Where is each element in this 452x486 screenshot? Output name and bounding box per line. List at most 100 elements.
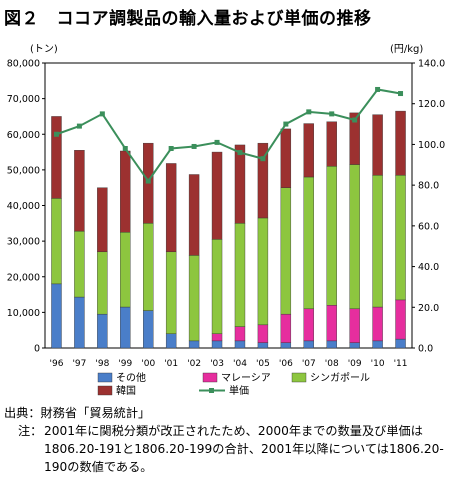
- bar-segment: [74, 150, 85, 232]
- price-point: [329, 111, 335, 117]
- x-tick-label: '08: [325, 359, 339, 369]
- legend-swatch: [202, 372, 218, 383]
- left-tick-label: 60,000: [7, 130, 40, 141]
- bar-segment: [395, 175, 406, 301]
- price-point: [168, 146, 174, 151]
- price-point: [145, 178, 151, 184]
- x-tick-label: '11: [394, 359, 408, 369]
- price-point: [283, 121, 289, 127]
- bar-segment: [211, 239, 223, 334]
- left-tick-label: 0: [34, 344, 40, 355]
- left-tick-label: 30,000: [7, 237, 40, 248]
- right-tick-label: 20.0: [418, 303, 439, 314]
- x-tick-label: '97: [72, 359, 86, 369]
- chart-canvas: 0 10,000 20,000 30,000 40,000 50,000 60,000 70,…: [7, 59, 445, 398]
- bar-segment: [120, 306, 131, 349]
- x-tick-label: '02: [187, 359, 201, 369]
- legend-label: 単価: [229, 384, 249, 397]
- x-tick-label: '01: [164, 359, 178, 369]
- bar-segment: [120, 232, 131, 308]
- right-tick-label: 120.0: [418, 99, 445, 110]
- chart-title: 図２ ココア調製品の輸入量および単価の推移: [4, 9, 372, 29]
- left-tick-label: 20,000: [7, 272, 40, 283]
- bar-segment: [234, 340, 246, 349]
- bar-segment: [280, 313, 292, 343]
- left-tick-label: 80,000: [7, 59, 40, 70]
- bar-segment: [280, 187, 292, 315]
- bar-segment: [120, 150, 131, 233]
- price-point: [352, 117, 358, 123]
- bar-segment: [51, 198, 62, 285]
- bar-segment: [280, 128, 292, 188]
- bar-segment: [211, 333, 223, 342]
- price-point: [306, 109, 312, 115]
- bar-segment: [372, 114, 383, 176]
- bar-segment: [234, 144, 246, 224]
- bar-segment: [349, 342, 360, 349]
- right-tick-label: 100.0: [418, 140, 445, 151]
- left-axis-unit: (トン): [30, 44, 58, 55]
- left-tick-label: 50,000: [7, 165, 40, 176]
- x-tick-label: '05: [256, 359, 270, 369]
- bar-segment: [303, 308, 314, 342]
- bar-segment: [280, 342, 292, 349]
- price-point: [122, 146, 128, 151]
- legend-swatch: [97, 385, 113, 396]
- bar-segment: [74, 296, 85, 349]
- price-point: [237, 150, 243, 156]
- bar-segment: [395, 299, 406, 340]
- bar-segment: [349, 308, 360, 343]
- bar-segment: [257, 217, 269, 326]
- price-point: [260, 156, 266, 162]
- bar-segment: [51, 116, 62, 199]
- legend-label: シンガポール: [310, 372, 370, 384]
- bar-segment: [395, 338, 406, 349]
- bar-segment: [188, 174, 200, 256]
- bar-segment: [51, 283, 62, 349]
- price-point: [375, 86, 381, 92]
- left-tick-label: 40,000: [7, 201, 40, 212]
- bar-segment: [303, 340, 314, 349]
- right-axis-unit: (円/kg): [390, 44, 424, 55]
- legend-swatch: [97, 372, 113, 383]
- legend-label: その他: [116, 371, 146, 384]
- x-tick-label: '99: [118, 359, 132, 369]
- bar-segment: [165, 163, 177, 253]
- bar-segment: [188, 255, 200, 342]
- bar-segment: [143, 223, 154, 311]
- price-point: [76, 123, 82, 129]
- x-tick-label: '10: [371, 359, 385, 369]
- bar-segment: [165, 333, 177, 349]
- price-point: [53, 131, 59, 137]
- bar-segment: [257, 342, 269, 349]
- bar-segment: [349, 164, 360, 310]
- bar-segment: [372, 306, 383, 342]
- right-tick-label: 140.0: [418, 59, 445, 70]
- bar-segment: [326, 340, 337, 349]
- right-tick-label: 40.0: [418, 262, 439, 273]
- price-line: [56, 88, 401, 183]
- bar-segment: [188, 340, 200, 349]
- bar-segment: [74, 230, 85, 298]
- right-tick-label: 60.0: [418, 221, 439, 232]
- legend-marker: [209, 388, 214, 393]
- legend-swatch: [291, 372, 307, 383]
- legend-label: 韓国: [116, 385, 136, 397]
- source-note: 出典：財務省「貿易統計」: [4, 406, 151, 420]
- x-tick-label: '96: [50, 359, 64, 369]
- x-tick-label: '98: [95, 359, 109, 369]
- bar-segment: [257, 324, 269, 343]
- bar-segment: [211, 340, 223, 349]
- footnote-text: 2001年に関税分類が改正されたため、2000年までの数量及び単価は1806.2…: [44, 424, 444, 474]
- x-tick-label: '04: [233, 359, 247, 369]
- right-tick-label: 80.0: [418, 181, 439, 192]
- right-tick-label: 0.0: [418, 344, 433, 355]
- bar-segment: [349, 112, 360, 165]
- bar-segment: [165, 251, 177, 334]
- bar-segment: [326, 305, 337, 342]
- bar-segment: [372, 175, 383, 308]
- x-tick-label: '09: [348, 359, 362, 369]
- bar-segment: [395, 110, 406, 176]
- legend-label: マレーシア: [221, 373, 271, 384]
- bar-segment: [303, 176, 314, 310]
